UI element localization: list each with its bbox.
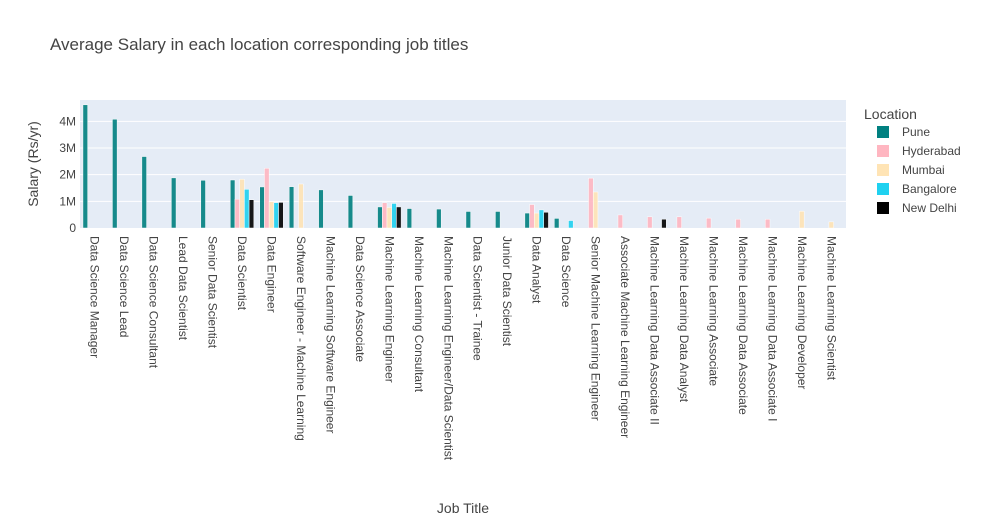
x-tick-label: Associate Machine Learning Engineer [618, 236, 632, 438]
x-tick-label: Machine Learning Associate [706, 236, 720, 386]
bar-hyderabad[interactable] [706, 217, 712, 229]
y-axis-ticks: 0 1M 2M 3M 4M [59, 114, 76, 235]
legend-swatch [877, 183, 889, 195]
legend: Location Pune Hyderabad Mumbai Bangalore New… [864, 106, 961, 215]
bars [82, 104, 834, 229]
bar-mumbai[interactable] [799, 210, 805, 229]
legend-item[interactable]: Hyderabad [902, 144, 961, 158]
y-tick-label: 3M [59, 141, 76, 155]
legend-item[interactable]: New Delhi [902, 201, 957, 215]
x-tick-label: Machine Learning Data Associate I [765, 236, 779, 421]
x-tick-label: Machine Learning Consultant [412, 236, 426, 393]
x-tick-label: Senior Data Scientist [206, 236, 220, 349]
bar-new-delhi[interactable] [248, 199, 255, 229]
legend-item[interactable]: Pune [902, 125, 930, 139]
bar-mumbai[interactable] [386, 207, 392, 229]
bar-mumbai[interactable] [239, 178, 245, 229]
bar-pune[interactable] [524, 212, 530, 229]
bar-pune[interactable] [82, 104, 88, 229]
x-tick-label: Senior Machine Learning Engineer [589, 236, 603, 421]
bar-pune[interactable] [259, 186, 265, 229]
legend-item[interactable]: Mumbai [902, 163, 945, 177]
y-tick-label: 1M [59, 194, 76, 208]
x-tick-label: Data Analyst [530, 236, 544, 304]
plot-area [80, 100, 846, 228]
bar-hyderabad[interactable] [647, 216, 653, 229]
bar-pune[interactable] [318, 189, 324, 229]
x-tick-label: Data Science [559, 236, 573, 308]
bar-pune[interactable] [465, 211, 471, 229]
bar-hyderabad[interactable] [617, 214, 623, 229]
bar-bangalore[interactable] [244, 189, 250, 229]
bar-hyderabad[interactable] [676, 216, 682, 229]
x-tick-label: Lead Data Scientist [176, 236, 190, 341]
bar-pune[interactable] [171, 177, 177, 229]
legend-swatch [877, 202, 889, 214]
bar-pune[interactable] [141, 156, 147, 229]
x-tick-label: Data Science Manager [88, 236, 102, 358]
x-tick-label: Machine Learning Data Analyst [677, 236, 691, 403]
bar-new-delhi[interactable] [661, 218, 667, 229]
x-tick-label: Data Science Consultant [147, 236, 161, 369]
y-tick-label: 2M [59, 168, 76, 182]
x-axis-ticks: Data Science Manager Data Science Lead Dat… [88, 236, 839, 461]
bar-pune[interactable] [554, 218, 560, 229]
bar-hyderabad[interactable] [529, 204, 535, 229]
bar-new-delhi[interactable] [278, 202, 284, 229]
bar-pune[interactable] [436, 208, 442, 229]
bar-pune[interactable] [347, 195, 354, 229]
y-tick-label: 4M [59, 114, 76, 128]
bar-mumbai[interactable] [828, 221, 834, 229]
bar-bangalore[interactable] [391, 203, 397, 229]
bar-new-delhi[interactable] [396, 206, 402, 229]
bar-hyderabad[interactable] [382, 202, 388, 229]
bar-bangalore[interactable] [273, 202, 279, 229]
x-axis-title: Job Title [437, 500, 489, 516]
legend-swatch [877, 145, 889, 157]
x-tick-label: Machine Learning Engineer [382, 236, 396, 383]
bar-hyderabad[interactable] [765, 218, 771, 229]
bar-mumbai[interactable] [592, 191, 599, 229]
bar-pune[interactable] [200, 180, 206, 229]
bar-mumbai[interactable] [268, 201, 275, 229]
x-tick-label: Software Engineer - Machine Learning [294, 236, 308, 441]
bar-mumbai[interactable] [534, 212, 540, 229]
x-tick-label: Data Science Associate [353, 236, 367, 362]
x-tick-label: Machine Learning Scientist [824, 236, 838, 381]
y-tick-label: 0 [69, 221, 76, 235]
y-axis-title: Salary (Rs/yr) [25, 121, 41, 207]
x-tick-label: Data Science Lead [117, 236, 131, 337]
bar-pune[interactable] [495, 211, 501, 229]
bar-pune[interactable] [377, 206, 383, 229]
x-tick-label: Machine Learning Data Associate II [648, 236, 662, 425]
chart-title: Average Salary in each location correspo… [50, 35, 468, 54]
bar-pune[interactable] [406, 208, 412, 229]
bar-new-delhi[interactable] [543, 212, 549, 229]
x-tick-label: Junior Data Scientist [500, 236, 514, 347]
bar-bangalore[interactable] [568, 220, 574, 229]
legend-swatch [877, 126, 889, 138]
x-tick-label: Machine Learning Engineer/Data Scientist [441, 236, 455, 461]
legend-title: Location [864, 106, 917, 122]
legend-item[interactable]: Bangalore [902, 182, 957, 196]
bar-hyderabad[interactable] [234, 198, 240, 229]
bar-mumbai[interactable] [298, 183, 304, 229]
gridlines [80, 120, 846, 202]
bar-hyderabad[interactable] [264, 168, 270, 229]
bar-pune[interactable] [288, 186, 295, 229]
x-tick-label: Machine Learning Data Associate [736, 236, 750, 415]
x-tick-label: Data Scientist [235, 236, 249, 311]
bar-pune[interactable] [112, 118, 118, 229]
x-tick-label: Machine Learning Developer [795, 236, 809, 389]
legend-swatch [877, 164, 889, 176]
x-tick-label: Data Scientist - Trainee [471, 236, 485, 361]
bar-hyderabad[interactable] [588, 177, 594, 229]
x-tick-label: Machine Learning Software Engineer [323, 236, 337, 433]
bar-pune[interactable] [230, 179, 236, 229]
bar-bangalore[interactable] [538, 209, 544, 229]
x-tick-label: Data Engineer [265, 236, 279, 313]
bar-hyderabad[interactable] [735, 218, 741, 229]
